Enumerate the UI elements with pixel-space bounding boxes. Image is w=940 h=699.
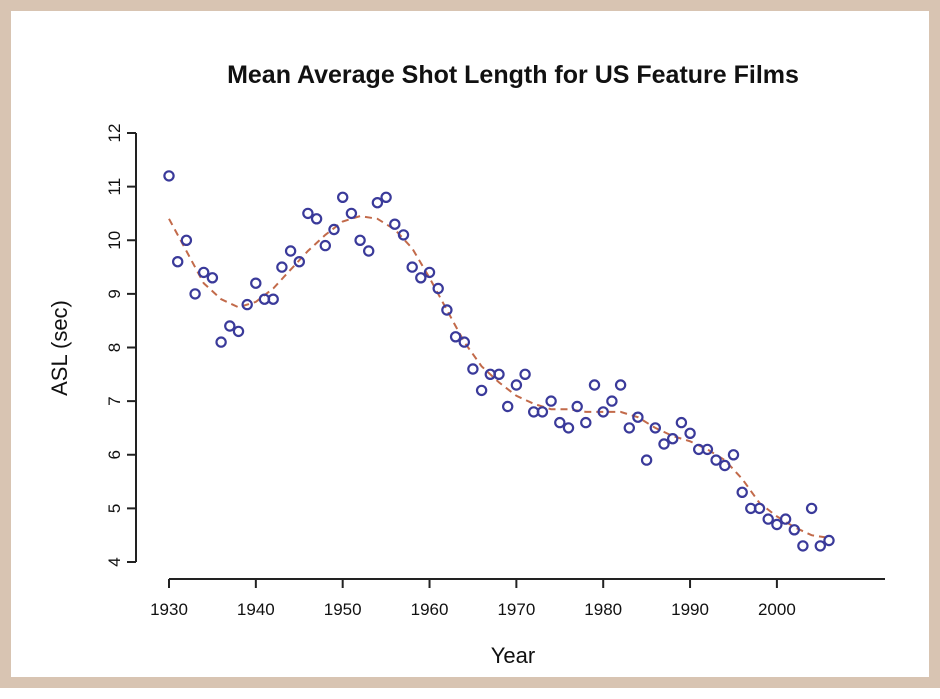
data-point <box>171 255 184 268</box>
data-point <box>206 272 219 284</box>
data-point <box>545 395 557 407</box>
data-point <box>649 422 662 434</box>
data-point <box>684 427 696 439</box>
data-point <box>640 454 653 466</box>
data-point <box>293 255 305 268</box>
data-point <box>310 213 323 225</box>
data-point <box>267 293 279 305</box>
data-point <box>276 261 288 273</box>
y-tick-label: 9 <box>105 289 124 298</box>
data-point <box>823 534 835 547</box>
y-tick-label: 11 <box>105 178 124 196</box>
data-point <box>441 304 453 316</box>
data-point <box>180 234 193 246</box>
data-points <box>163 170 835 552</box>
data-point <box>710 454 722 466</box>
x-tick-label: 1990 <box>671 600 709 619</box>
data-point <box>458 336 470 348</box>
x-axis-label: Year <box>491 643 535 668</box>
data-point <box>189 288 201 300</box>
data-point <box>328 223 340 236</box>
data-point <box>163 170 175 182</box>
data-point <box>701 443 714 456</box>
y-tick-label: 12 <box>105 124 124 143</box>
data-point <box>380 191 392 203</box>
data-point <box>762 513 774 525</box>
data-point <box>423 266 436 279</box>
y-tick-label: 4 <box>105 557 124 566</box>
trend-line <box>168 215 830 539</box>
data-point <box>432 282 444 295</box>
data-point <box>797 540 809 552</box>
data-point <box>215 336 227 348</box>
data-point <box>502 400 514 413</box>
x-tick-label: 1940 <box>237 600 275 619</box>
data-point <box>467 363 479 375</box>
x-axis-ticks: 1930 1940 1950 1960 1970 1980 1990 2000 <box>150 579 796 619</box>
data-point <box>241 298 253 311</box>
data-point <box>284 245 297 257</box>
data-point <box>779 513 792 525</box>
data-point <box>363 245 375 257</box>
data-point <box>371 196 384 209</box>
y-tick-label: 8 <box>105 343 124 352</box>
data-point <box>415 272 427 284</box>
y-tick-label: 10 <box>105 231 124 250</box>
x-tick-label: 1960 <box>411 600 449 619</box>
data-point <box>736 486 748 498</box>
data-point <box>475 384 488 397</box>
data-point <box>536 406 549 418</box>
data-point <box>562 422 575 434</box>
data-point <box>597 406 609 418</box>
data-point <box>337 191 349 203</box>
data-point <box>224 320 236 332</box>
x-tick-label: 1950 <box>324 600 362 619</box>
x-tick-label: 1970 <box>497 600 535 619</box>
data-point <box>449 331 462 343</box>
axes <box>135 133 885 580</box>
data-point <box>389 218 401 230</box>
data-point <box>571 400 583 413</box>
y-tick-label: 5 <box>105 504 124 513</box>
data-point <box>197 266 210 279</box>
y-axis-ticks: 4 5 6 7 8 9 10 11 12 <box>105 124 136 567</box>
x-tick-label: 1980 <box>584 600 622 619</box>
data-point <box>805 502 818 515</box>
chart-title: Mean Average Shot Length for US Feature … <box>227 61 799 89</box>
x-tick-label: 2000 <box>758 600 796 619</box>
data-point <box>771 518 783 531</box>
data-point <box>727 449 740 461</box>
data-point <box>675 416 688 429</box>
data-point <box>397 229 410 241</box>
data-point <box>232 325 245 338</box>
data-point <box>406 261 418 273</box>
data-point <box>788 524 801 536</box>
data-point <box>354 234 366 246</box>
data-point <box>302 207 314 220</box>
data-point <box>250 277 262 289</box>
data-point <box>632 411 644 423</box>
x-tick-label: 1930 <box>150 600 188 619</box>
data-point <box>719 459 731 472</box>
data-point <box>510 379 523 391</box>
data-point <box>814 540 827 552</box>
chart: Mean Average Shot Length for US Feature … <box>47 61 885 668</box>
y-axis-label: ASL (sec) <box>47 300 72 396</box>
y-tick-label: 6 <box>105 450 124 459</box>
data-point <box>580 416 592 429</box>
data-point <box>753 502 766 515</box>
data-point <box>623 422 636 434</box>
data-point <box>345 207 358 220</box>
data-point <box>519 368 531 380</box>
data-point <box>319 239 331 252</box>
data-point <box>554 416 566 429</box>
data-point <box>493 368 505 380</box>
data-point <box>667 433 679 445</box>
data-point <box>658 438 670 450</box>
y-tick-label: 7 <box>105 396 124 405</box>
data-point <box>614 379 627 391</box>
data-point <box>606 395 618 407</box>
data-point <box>588 379 601 391</box>
